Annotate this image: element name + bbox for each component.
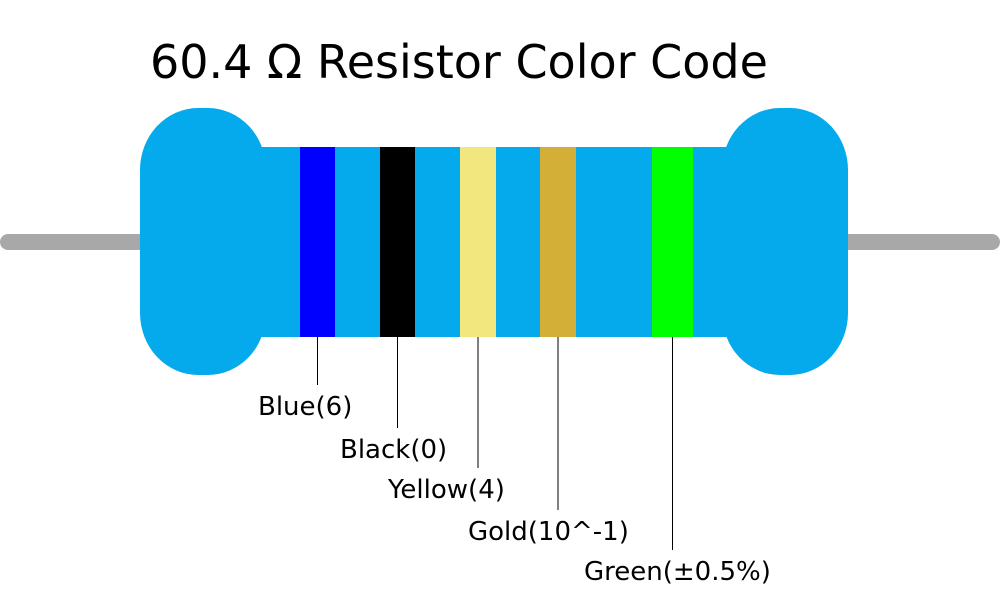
band-label: Green(±0.5%) bbox=[584, 557, 771, 587]
title: 60.4 Ω Resistor Color Code bbox=[150, 35, 768, 89]
body-cap-right bbox=[722, 108, 848, 375]
bands: Blue(6) Black(0) Yellow(4) Gold(10^-1) Green… bbox=[258, 147, 771, 587]
band-label: Gold(10^-1) bbox=[468, 517, 629, 547]
body-cap-left bbox=[140, 108, 266, 375]
color-band bbox=[300, 147, 335, 337]
band-label: Yellow(4) bbox=[387, 475, 505, 505]
band-label: Blue(6) bbox=[258, 392, 352, 422]
color-band bbox=[540, 147, 576, 337]
color-band bbox=[460, 147, 496, 337]
band-label: Black(0) bbox=[340, 435, 447, 465]
color-band bbox=[652, 147, 693, 337]
color-band bbox=[380, 147, 415, 337]
